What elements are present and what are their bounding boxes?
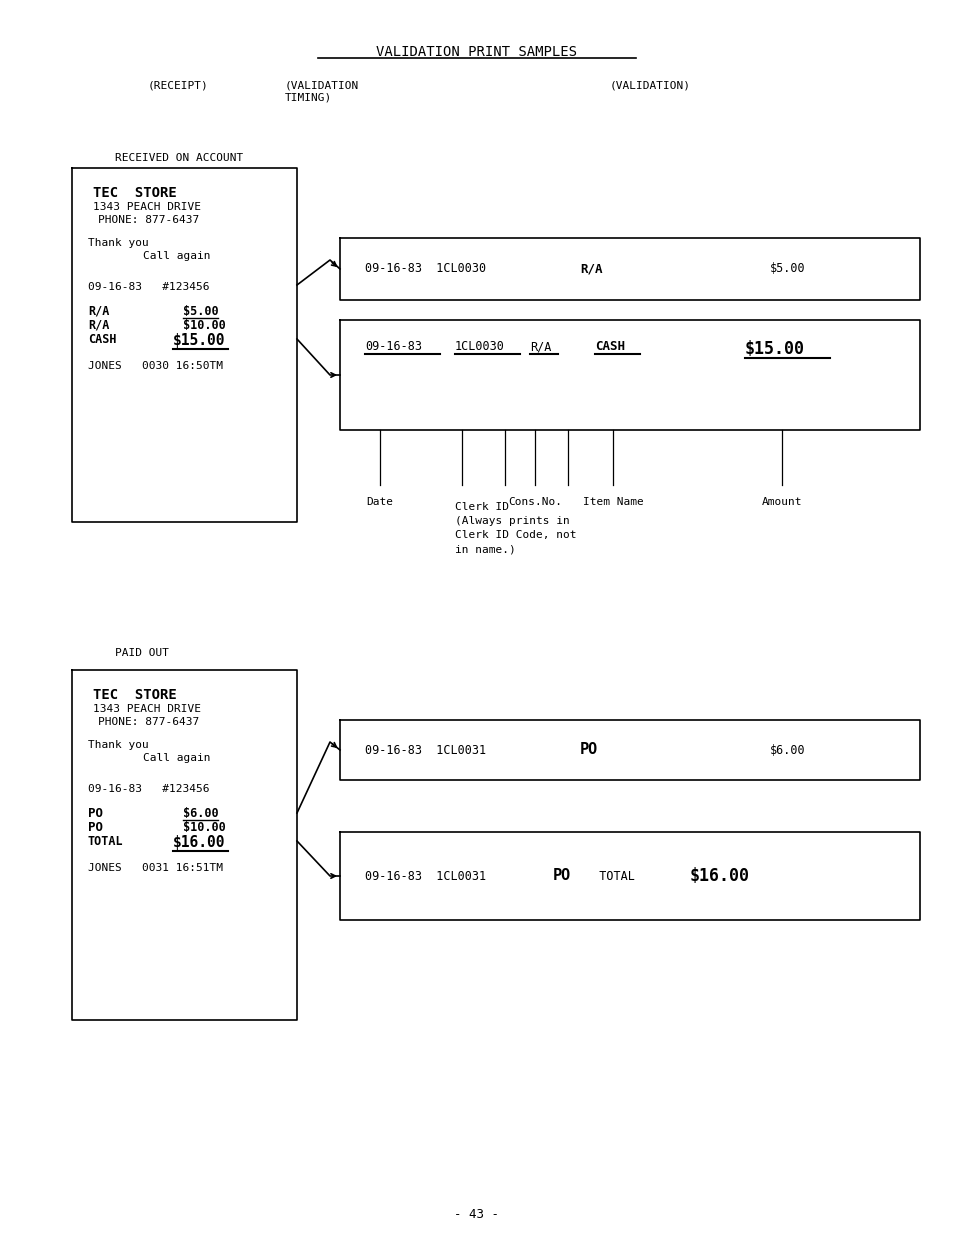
Text: in name.): in name.) xyxy=(455,544,516,554)
Text: PHONE: 877-6437: PHONE: 877-6437 xyxy=(98,717,199,727)
Text: VALIDATION PRINT SAMPLES: VALIDATION PRINT SAMPLES xyxy=(376,45,577,59)
Text: $5.00: $5.00 xyxy=(183,305,218,318)
Text: TEC  STORE: TEC STORE xyxy=(92,186,176,199)
Text: Call again: Call again xyxy=(143,753,211,763)
Text: $16.00: $16.00 xyxy=(172,835,225,850)
Text: $10.00: $10.00 xyxy=(183,821,226,834)
Text: $15.00: $15.00 xyxy=(172,333,225,348)
Text: PO: PO xyxy=(579,742,598,757)
Text: JONES   0030 16:50TM: JONES 0030 16:50TM xyxy=(88,361,223,370)
Text: Amount: Amount xyxy=(760,497,801,507)
Text: 09-16-83   #123456: 09-16-83 #123456 xyxy=(88,282,210,292)
Text: Clerk ID Code, not: Clerk ID Code, not xyxy=(455,530,576,540)
Text: R/A: R/A xyxy=(530,339,551,353)
Text: TIMING): TIMING) xyxy=(285,93,332,103)
Text: Thank you: Thank you xyxy=(88,740,149,750)
Text: 09-16-83  1CL0030: 09-16-83 1CL0030 xyxy=(365,263,486,275)
Text: JONES   0031 16:51TM: JONES 0031 16:51TM xyxy=(88,864,223,873)
Text: $5.00: $5.00 xyxy=(769,263,804,275)
Text: 1343 PEACH DRIVE: 1343 PEACH DRIVE xyxy=(92,202,201,212)
Text: $16.00: $16.00 xyxy=(689,867,749,885)
Text: Thank you: Thank you xyxy=(88,238,149,248)
Text: R/A: R/A xyxy=(88,305,110,318)
Text: TOTAL: TOTAL xyxy=(584,870,634,882)
Text: PO: PO xyxy=(553,869,571,883)
Text: Call again: Call again xyxy=(143,252,211,261)
Text: 1CL0030: 1CL0030 xyxy=(455,339,504,353)
Text: $10.00: $10.00 xyxy=(183,318,226,332)
Text: TOTAL: TOTAL xyxy=(88,835,124,847)
Text: Date: Date xyxy=(366,497,393,507)
Text: RECEIVED ON ACCOUNT: RECEIVED ON ACCOUNT xyxy=(115,152,243,164)
Text: PAID OUT: PAID OUT xyxy=(115,648,169,658)
Text: PHONE: 877-6437: PHONE: 877-6437 xyxy=(98,216,199,225)
Text: (RECEIPT): (RECEIPT) xyxy=(148,81,209,90)
Text: 09-16-83  1CL0031: 09-16-83 1CL0031 xyxy=(365,743,486,757)
Text: 1343 PEACH DRIVE: 1343 PEACH DRIVE xyxy=(92,704,201,714)
Text: (Always prints in: (Always prints in xyxy=(455,515,569,527)
Text: CASH: CASH xyxy=(88,333,116,346)
Text: 09-16-83  1CL0031: 09-16-83 1CL0031 xyxy=(365,870,493,882)
Text: $6.00: $6.00 xyxy=(769,743,804,757)
Text: PO: PO xyxy=(88,807,103,820)
Text: (VALIDATION): (VALIDATION) xyxy=(609,81,690,90)
Text: CASH: CASH xyxy=(595,339,624,353)
Text: - 43 -: - 43 - xyxy=(454,1208,499,1222)
Text: Item Name: Item Name xyxy=(582,497,642,507)
Text: R/A: R/A xyxy=(579,263,602,275)
Text: 09-16-83   #123456: 09-16-83 #123456 xyxy=(88,784,210,794)
Text: $15.00: $15.00 xyxy=(744,339,804,358)
Text: (VALIDATION: (VALIDATION xyxy=(285,81,359,90)
Text: PO: PO xyxy=(88,821,103,834)
Text: R/A: R/A xyxy=(88,318,110,332)
Text: Clerk ID: Clerk ID xyxy=(455,502,509,512)
Text: Cons.No.: Cons.No. xyxy=(507,497,561,507)
Text: $6.00: $6.00 xyxy=(183,807,218,820)
Text: TEC  STORE: TEC STORE xyxy=(92,688,176,703)
Text: 09-16-83: 09-16-83 xyxy=(365,339,421,353)
